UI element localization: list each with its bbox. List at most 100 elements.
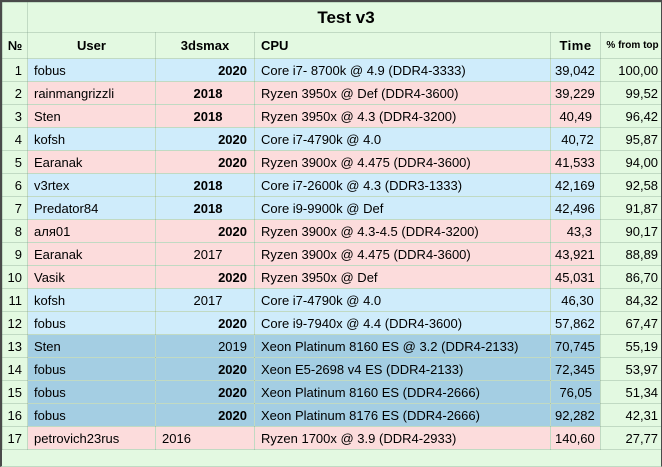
cell-cpu: Core i7-2600k @ 4.3 (DDR3-1333) (254, 173, 551, 197)
cell-3dsmax-year: 2018 (155, 104, 255, 128)
cell-time: 45,031 (550, 265, 601, 289)
cell-time: 43,921 (550, 242, 601, 266)
table-row: 4 kofsh 2020 Core i7-4790k @ 4.0 40,72 95,87 (2, 127, 661, 151)
cell-time: 40,49 (550, 104, 601, 128)
cell-user: Predator84 (27, 196, 156, 220)
cell-cpu: Core i9-7940x @ 4.4 (DDR4-3600) (254, 311, 551, 335)
cell-3dsmax-year: 2018 (155, 196, 255, 220)
table-row: 17 petrovich23rus 2016 Ryzen 1700x @ 3.9 (D… (2, 426, 661, 450)
cell-cpu: Ryzen 3900x @ 4.475 (DDR4-3600) (254, 242, 551, 266)
cell-3dsmax-year: 2020 (155, 403, 255, 427)
cell-3dsmax-year: 2017 (155, 288, 255, 312)
cell-percent-from-top: 42,31 (599, 403, 661, 427)
cell-cpu: Ryzen 1700x @ 3.9 (DDR4-2933) (254, 426, 551, 450)
cell-rank: 7 (2, 196, 28, 220)
cell-time: 76,05 (550, 380, 601, 404)
cell-rank: 11 (2, 288, 28, 312)
cell-cpu: Xeon Platinum 8160 ES @ 3.2 (DDR4-2133) (254, 334, 551, 358)
cell-percent-from-top: 91,87 (599, 196, 661, 220)
table-row: 16 fobus 2020 Xeon Platinum 8176 ES (DDR4-2… (2, 403, 661, 427)
cell-rank: 2 (2, 81, 28, 105)
cell-cpu: Core i9-9900k @ Def (254, 196, 551, 220)
cell-percent-from-top: 92,58 (599, 173, 661, 197)
cell-rank: 9 (2, 242, 28, 266)
cell-3dsmax-year: 2020 (155, 58, 255, 82)
table-row: 9 Earanak 2017 Ryzen 3900x @ 4.475 (DDR4-36… (2, 242, 661, 266)
cell-rank: 17 (2, 426, 28, 450)
cell-cpu: Xeon Platinum 8160 ES (DDR4-2666) (254, 380, 551, 404)
cell-rank: 13 (2, 334, 28, 358)
title-row: Test v3 (2, 2, 661, 33)
cell-cpu: Xeon Platinum 8176 ES (DDR4-2666) (254, 403, 551, 427)
cell-user: v3rtex (27, 173, 156, 197)
cell-3dsmax-year: 2018 (155, 81, 255, 105)
cell-user: fobus (27, 58, 156, 82)
cell-time: 43,3 (550, 219, 601, 243)
cell-3dsmax-year: 2020 (155, 311, 255, 335)
table-row: 5 Earanak 2020 Ryzen 3900x @ 4.475 (DDR4-36… (2, 150, 661, 174)
cell-percent-from-top: 27,77 (599, 426, 661, 450)
cell-time: 46,30 (550, 288, 601, 312)
cell-cpu: Xeon E5-2698 v4 ES (DDR4-2133) (254, 357, 551, 381)
cell-cpu: Core i7-4790k @ 4.0 (254, 127, 551, 151)
cell-3dsmax-year: 2020 (155, 219, 255, 243)
cell-rank: 4 (2, 127, 28, 151)
header-row: № User 3dsmax CPU Time % from top (2, 32, 661, 59)
cell-time: 140,60 (550, 426, 601, 450)
cell-3dsmax-year: 2020 (155, 380, 255, 404)
table-row: 2 rainmangrizzli 2018 Ryzen 3950x @ Def (DD… (2, 81, 661, 105)
col-header-rank: № (2, 32, 28, 59)
cell-user: fobus (27, 380, 156, 404)
cell-3dsmax-year: 2020 (155, 127, 255, 151)
cell-time: 40,72 (550, 127, 601, 151)
cell-percent-from-top: 99,52 (599, 81, 661, 105)
cell-user: Vasik (27, 265, 156, 289)
cell-percent-from-top: 100,00 (599, 58, 661, 82)
cell-user: fobus (27, 311, 156, 335)
table-row: 10 Vasik 2020 Ryzen 3950x @ Def 45,031 86,70 (2, 265, 661, 289)
cell-time: 42,169 (550, 173, 601, 197)
cell-user: rainmangrizzli (27, 81, 156, 105)
cell-rank: 1 (2, 58, 28, 82)
cell-percent-from-top: 86,70 (599, 265, 661, 289)
cell-user: fobus (27, 357, 156, 381)
table-title: Test v3 (26, 2, 661, 33)
cell-3dsmax-year: 2018 (155, 173, 255, 197)
cell-time: 39,229 (550, 81, 601, 105)
col-header-user: User (27, 32, 156, 59)
cell-time: 42,496 (550, 196, 601, 220)
cell-cpu: Core i7- 8700k @ 4.9 (DDR4-3333) (254, 58, 551, 82)
cell-3dsmax-year: 2017 (155, 242, 255, 266)
col-header-time: Time (550, 32, 601, 59)
cell-rank: 15 (2, 380, 28, 404)
cell-user: kofsh (27, 127, 156, 151)
cell-cpu: Ryzen 3900x @ 4.3-4.5 (DDR4-3200) (254, 219, 551, 243)
cell-percent-from-top: 55,19 (599, 334, 661, 358)
benchmark-table: Test v3 № User 3dsmax CPU Time % from to… (2, 2, 661, 450)
cell-time: 70,745 (550, 334, 601, 358)
cell-cpu: Ryzen 3950x @ 4.3 (DDR4-3200) (254, 104, 551, 128)
cell-percent-from-top: 94,00 (599, 150, 661, 174)
cell-rank: 5 (2, 150, 28, 174)
table-row: 12 fobus 2020 Core i9-7940x @ 4.4 (DDR4-360… (2, 311, 661, 335)
cell-user: petrovich23rus (27, 426, 156, 450)
table-row: 3 Sten 2018 Ryzen 3950x @ 4.3 (DDR4-3200) 40… (2, 104, 661, 128)
cell-percent-from-top: 90,17 (599, 219, 661, 243)
cell-percent-from-top: 67,47 (599, 311, 661, 335)
cell-user: Sten (27, 334, 156, 358)
cell-3dsmax-year: 2020 (155, 150, 255, 174)
cell-user: Sten (27, 104, 156, 128)
cell-percent-from-top: 53,97 (599, 357, 661, 381)
cell-rank: 8 (2, 219, 28, 243)
cell-3dsmax-year: 2019 (155, 334, 255, 358)
table-row: 1 fobus 2020 Core i7- 8700k @ 4.9 (DDR4-333… (2, 58, 661, 82)
cell-3dsmax-year: 2016 (155, 426, 255, 450)
cell-rank: 16 (2, 403, 28, 427)
table-row: 6 v3rtex 2018 Core i7-2600k @ 4.3 (DDR3-133… (2, 173, 661, 197)
cell-user: fobus (27, 403, 156, 427)
cell-cpu: Core i7-4790k @ 4.0 (254, 288, 551, 312)
cell-rank: 12 (2, 311, 28, 335)
cell-user: kofsh (27, 288, 156, 312)
cell-time: 57,862 (550, 311, 601, 335)
col-header-cpu: CPU (254, 32, 551, 59)
